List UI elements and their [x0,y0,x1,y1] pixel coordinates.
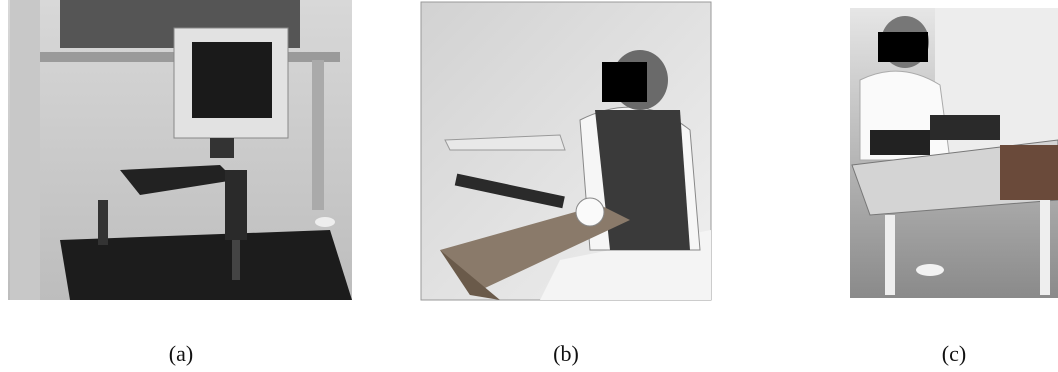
photo-c [850,8,1058,298]
caption: (c) [942,341,966,366]
figure: (a) (b) (c) [0,0,1058,372]
caption: (b) [553,341,579,366]
photo-a [8,0,352,300]
figure-page: (a) (b) (c) (() => { const data = JSON.p… [0,0,1058,372]
caption: (a) [169,341,193,366]
photo-b [421,2,711,300]
